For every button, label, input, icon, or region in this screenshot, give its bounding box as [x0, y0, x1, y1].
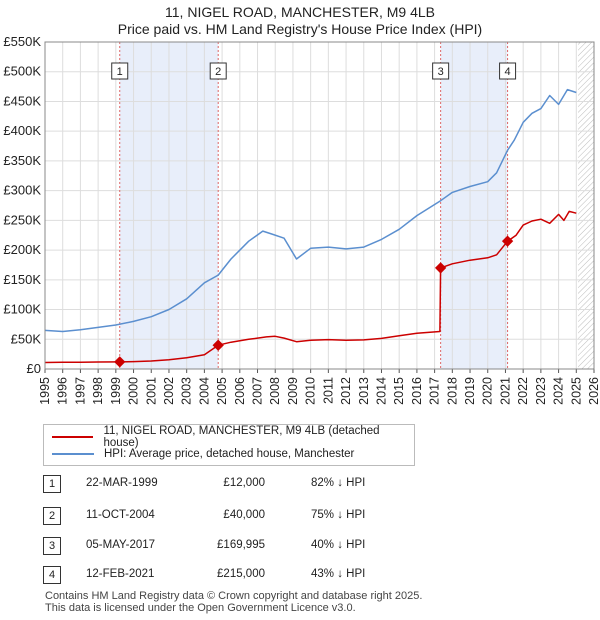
legend: 11, NIGEL ROAD, MANCHESTER, M9 4LB (deta…	[43, 424, 415, 466]
plot-border	[44, 41, 595, 370]
y-tick-label: £400K	[3, 123, 41, 138]
x-tick-label: 2004	[197, 377, 211, 405]
x-tick-label: 2007	[251, 377, 265, 405]
footer-line-2: This data is licensed under the Open Gov…	[45, 602, 356, 614]
y-tick-label: £350K	[3, 153, 41, 168]
x-tick-label: 2005	[215, 377, 229, 405]
shaded-period	[440, 42, 508, 369]
x-tick-label: 2015	[392, 377, 406, 405]
x-tick-label: 2026	[587, 377, 600, 405]
sale-number-label: 4	[505, 66, 511, 78]
x-tick-label: 2014	[374, 377, 388, 405]
sale-number-box	[499, 62, 517, 80]
x-tick-label: 2002	[162, 377, 176, 405]
x-tick-label: 2024	[552, 377, 566, 405]
x-tick-label: 2000	[127, 377, 141, 405]
transaction-number: 1	[43, 475, 61, 493]
chart-title: 11, NIGEL ROAD, MANCHESTER, M9 4LB	[165, 4, 435, 20]
forecast-region	[578, 42, 594, 369]
sale-number-box	[432, 62, 450, 80]
sale-point	[501, 235, 514, 247]
x-tick-label: 1995	[38, 377, 52, 405]
chart-subtitle: Price paid vs. HM Land Registry's House …	[117, 21, 483, 37]
y-tick-label: £0	[27, 361, 41, 376]
x-tick-label: 2009	[286, 377, 300, 405]
x-tick-label: 2022	[516, 377, 530, 405]
transaction-date: 12-FEB-2021	[86, 568, 155, 580]
x-tick-label: 2013	[357, 377, 371, 405]
transaction-price: £215,000	[217, 568, 265, 580]
legend-item-hpi: HPI: Average price, detached house, Manc…	[52, 446, 354, 462]
legend-swatch-hpi	[52, 453, 94, 455]
y-tick-label: £500K	[3, 64, 41, 79]
transaction-number: 4	[43, 566, 61, 584]
x-tick-label: 1997	[73, 377, 87, 405]
hpi-line	[44, 88, 577, 333]
x-tick-label: 1999	[109, 377, 123, 405]
x-tick-label: 2011	[321, 377, 335, 404]
x-tick-label: 2018	[445, 377, 459, 405]
legend-label-hpi: HPI: Average price, detached house, Manc…	[104, 448, 355, 460]
legend-swatch-property	[52, 436, 94, 438]
x-tick-label: 2016	[410, 377, 424, 405]
x-tick-label: 2017	[428, 377, 442, 405]
y-tick-label: £250K	[3, 212, 41, 227]
y-tick-label: £200K	[3, 242, 41, 257]
x-tick-label: 1996	[56, 377, 70, 405]
x-tick-label: 2003	[180, 377, 194, 405]
x-tick-label: 2021	[498, 377, 512, 405]
y-tick-label: £550K	[3, 34, 41, 49]
transaction-hpi: 43% ↓ HPI	[311, 568, 366, 580]
property-price-line	[44, 210, 577, 364]
transaction-date: 22-MAR-1999	[86, 477, 158, 489]
legend-label-property: 11, NIGEL ROAD, MANCHESTER, M9 4LB (deta…	[103, 425, 380, 449]
sale-number-label: 2	[215, 66, 221, 78]
sale-number-box	[209, 62, 227, 80]
sale-number-label: 1	[117, 66, 123, 78]
x-tick-label: 2012	[339, 377, 353, 405]
y-tick-label: £450K	[3, 93, 41, 108]
x-tick-label: 2008	[268, 377, 282, 405]
x-tick-label: 2010	[304, 377, 318, 405]
transaction-number: 3	[43, 537, 61, 555]
transaction-hpi: 75% ↓ HPI	[311, 509, 366, 521]
y-tick-label: £50K	[11, 331, 42, 346]
transaction-price: £40,000	[223, 509, 265, 521]
price-chart: £0 £50K £100K £150K £200K £250K £300K £350K £400…	[3, 34, 600, 405]
y-tick-label: £100K	[3, 302, 41, 317]
y-tick-label: £150K	[3, 272, 41, 287]
legend-item-property: 11, NIGEL ROAD, MANCHESTER, M9 4LB (deta…	[52, 425, 414, 449]
footer-line-1: Contains HM Land Registry data © Crown c…	[45, 590, 423, 602]
x-tick-label: 2020	[481, 377, 495, 405]
transaction-hpi: 82% ↓ HPI	[311, 477, 366, 489]
x-tick-label: 2001	[144, 377, 158, 405]
transaction-number: 2	[43, 507, 61, 525]
x-tick-label: 2019	[463, 377, 477, 405]
transaction-date: 11-OCT-2004	[86, 509, 155, 521]
sale-point	[434, 262, 447, 274]
x-tick-label: 1998	[91, 377, 105, 405]
transaction-price: £169,995	[217, 539, 265, 551]
sale-number-box	[111, 62, 129, 80]
sale-number-label: 3	[438, 66, 444, 78]
transaction-hpi: 40% ↓ HPI	[311, 539, 366, 551]
x-tick-label: 2006	[233, 377, 247, 405]
x-tick-label: 2023	[534, 377, 548, 405]
x-tick-label: 2025	[569, 377, 583, 405]
sale-point	[212, 339, 224, 351]
y-tick-label: £300K	[3, 183, 41, 198]
transaction-date: 05-MAY-2017	[86, 539, 156, 551]
transaction-price: £12,000	[223, 477, 265, 489]
footer-note: Contains HM Land Registry data © Crown c…	[45, 590, 422, 614]
